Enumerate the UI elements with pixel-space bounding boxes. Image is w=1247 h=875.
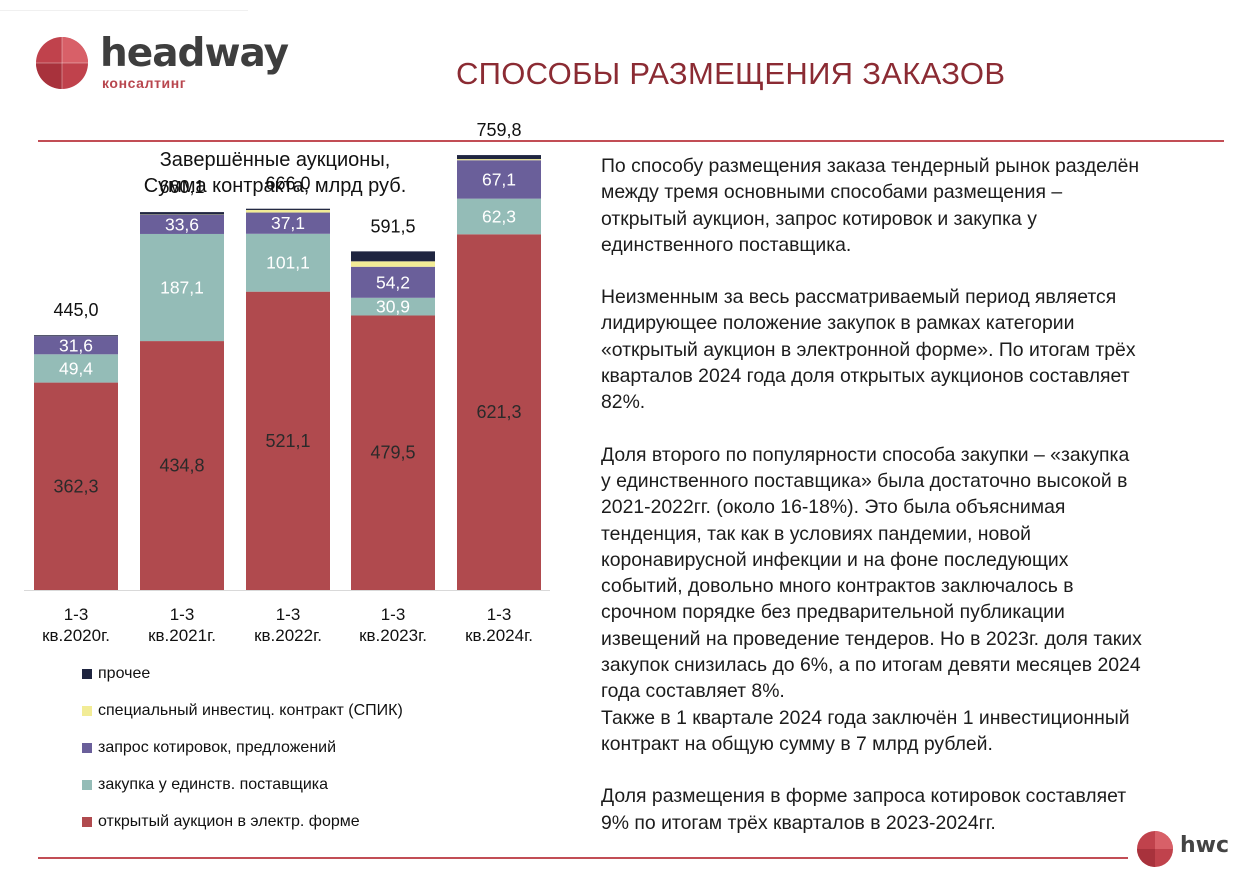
paragraph-investment-contract: Также в 1 квартале 2024 года заключён 1 …: [601, 706, 1130, 755]
category-label: кв.2024г.: [465, 626, 533, 645]
data-label: 434,8: [159, 456, 204, 476]
chart-title: Завершённые аукционы, Сумма контракта, м…: [60, 147, 490, 199]
bar-segment: [34, 335, 118, 337]
legend-label: прочее: [98, 665, 151, 682]
data-label: 37,1: [271, 213, 305, 233]
bar-segment: [34, 382, 118, 590]
chart-title-line-1: Завершённые аукционы,: [159, 149, 391, 171]
bar-segment: [140, 214, 224, 234]
bar-segment: [246, 233, 330, 292]
total-label: 445,0: [53, 300, 98, 320]
bar-segment: [457, 160, 541, 199]
paragraph-quotes-share: Доля размещения в форме запроса котирово…: [601, 785, 1127, 834]
bar-segment: [246, 209, 330, 213]
bar-segment: [140, 233, 224, 342]
chart-title-line-2: Сумма контракта, млрд руб.: [143, 175, 407, 197]
bar-segment: [457, 159, 541, 161]
bar-segment: [140, 341, 224, 590]
data-label: 101,1: [266, 253, 310, 273]
top-divider: [0, 10, 248, 11]
legend-label: специальный инвестиц. контракт (СПИК): [98, 702, 403, 719]
legend-label: открытый аукцион в электр. форме: [98, 813, 360, 830]
category-label: кв.2020г.: [42, 626, 110, 645]
legend-swatch: [82, 669, 92, 679]
hwc-wordmark: hwc: [1180, 833, 1230, 858]
category-label: кв.2023г.: [359, 626, 427, 645]
hwc-logo-icon: [1137, 831, 1173, 867]
logo-subtitle: консалтинг: [102, 75, 187, 91]
data-label: 31,6: [59, 335, 93, 355]
stacked-bar-chart: 362,3 49,4 31,6 445,0 1-3 кв.2020г. 434,8 187,1…: [24, 120, 550, 645]
paragraph-single-supplier: Доля второго по популярности способа зак…: [601, 443, 1142, 703]
data-label: 49,4: [59, 358, 93, 378]
total-label: 759,8: [476, 120, 521, 140]
bar-segment: [34, 336, 118, 355]
legend-label: запрос котировок, предложений: [98, 739, 337, 756]
bar-segment: [457, 234, 541, 590]
category-label: кв.2021г.: [148, 626, 216, 645]
bar-segment: [351, 297, 435, 316]
bar-segment: [246, 212, 330, 234]
paragraph-intro: По способу размещения заказа тендерный р…: [601, 155, 1140, 256]
bar-segment: [457, 155, 541, 160]
paragraph-auction-share: Неизменным за весь рассматриваемый перио…: [601, 286, 1136, 414]
data-label: 62,3: [482, 206, 516, 226]
legend-swatch: [82, 743, 92, 753]
data-label: 30,9: [376, 297, 410, 317]
footer-divider: [38, 857, 1128, 859]
page-title: СПОСОБЫ РАЗМЕЩЕНИЯ ЗАКАЗОВ: [456, 56, 1006, 91]
legend-swatch: [82, 706, 92, 716]
total-label: 666,0: [265, 174, 310, 194]
bar-segment: [351, 261, 435, 267]
category-label: 1-3: [381, 605, 406, 624]
bar-segment: [246, 291, 330, 590]
bar-segment: [351, 251, 435, 262]
bar-segment: [351, 266, 435, 298]
data-label: 67,1: [482, 169, 516, 189]
bar-segment: [457, 198, 541, 235]
data-label: 362,3: [53, 476, 98, 496]
bar-segment: [351, 315, 435, 590]
total-label: 660,1: [159, 177, 204, 197]
header-divider: [38, 140, 1224, 142]
legend-swatch: [82, 817, 92, 827]
category-label: 1-3: [170, 605, 195, 624]
commentary-text: По способу размещения заказа тендерный р…: [601, 153, 1231, 836]
data-label: 521,1: [265, 431, 310, 451]
total-label: 591,5: [370, 216, 415, 236]
data-label: 621,3: [476, 402, 521, 422]
bar-segment: [34, 354, 118, 383]
bar-segment: [140, 212, 224, 215]
data-label: 33,6: [165, 214, 199, 234]
category-label: кв.2022г.: [254, 626, 322, 645]
data-label: 479,5: [370, 443, 415, 463]
legend-swatch: [82, 780, 92, 790]
category-label: 1-3: [276, 605, 301, 624]
headway-logo-icon: [36, 37, 88, 89]
logo-wordmark: headway: [100, 31, 289, 76]
data-label: 187,1: [160, 278, 204, 298]
data-label: 54,2: [376, 272, 410, 292]
category-label: 1-3: [64, 605, 89, 624]
bar-segment: [246, 208, 330, 210]
legend-label: закупка у единств. поставщика: [98, 776, 329, 793]
category-label: 1-3: [487, 605, 512, 624]
